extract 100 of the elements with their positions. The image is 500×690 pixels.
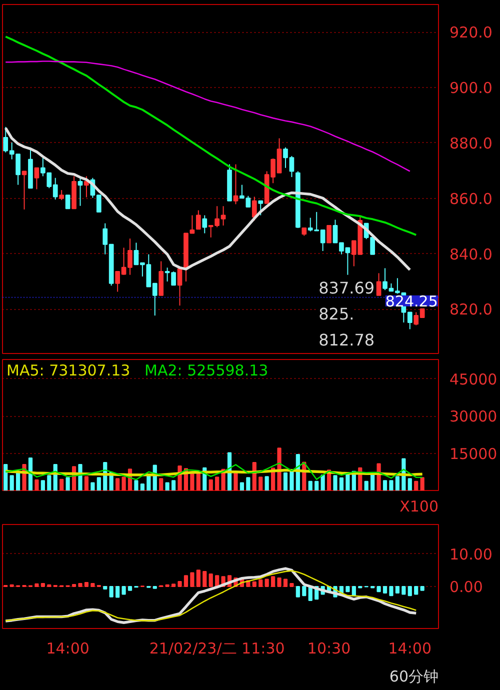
bar xyxy=(314,480,319,490)
bar xyxy=(252,581,256,587)
candlestick xyxy=(326,225,332,244)
line-series xyxy=(4,60,411,172)
bar xyxy=(28,458,33,490)
candlestick xyxy=(258,200,264,216)
bar xyxy=(408,478,412,490)
bar xyxy=(190,572,194,587)
bar xyxy=(208,479,213,490)
bar xyxy=(364,480,368,490)
bar xyxy=(116,586,120,598)
bar xyxy=(290,583,294,587)
bar xyxy=(40,480,45,490)
text: MA2: 525598.13 xyxy=(144,362,268,380)
annotation: 812.78 xyxy=(318,330,375,350)
bar xyxy=(258,579,263,587)
bar xyxy=(296,586,300,598)
bar xyxy=(240,482,244,490)
y-tick-label: 820.0 xyxy=(450,300,492,319)
candlestick xyxy=(376,272,382,296)
bar xyxy=(382,480,388,490)
y-tick-label: 880.0 xyxy=(450,134,492,152)
bar xyxy=(47,475,52,490)
bar xyxy=(122,586,126,595)
x-tick-label: 10:30 xyxy=(307,640,351,658)
bar xyxy=(258,476,263,490)
y-tick-label: 15000 xyxy=(450,444,498,463)
bar xyxy=(395,586,400,594)
bar xyxy=(34,479,39,490)
bar xyxy=(283,472,288,490)
bar xyxy=(346,473,350,490)
candlestick xyxy=(158,260,164,296)
bar xyxy=(302,586,306,596)
bar xyxy=(165,482,170,490)
annotation: 837.69 xyxy=(318,278,375,298)
bar xyxy=(122,476,126,490)
annotation: 825. xyxy=(318,304,354,324)
bar xyxy=(10,475,14,490)
bar xyxy=(382,586,388,594)
y-tick-label: 30000 xyxy=(450,408,498,426)
y-tick-label: 860.0 xyxy=(450,190,492,208)
bar xyxy=(196,472,200,490)
bar xyxy=(395,476,400,490)
bar xyxy=(420,586,424,591)
candlestick xyxy=(196,210,201,230)
bar xyxy=(184,575,188,587)
bar xyxy=(190,472,194,490)
bar xyxy=(414,480,418,490)
bar xyxy=(264,476,269,490)
text: 60分钟 xyxy=(389,668,439,686)
y-tick-label: 45000 xyxy=(450,370,498,388)
candlestick xyxy=(202,214,208,234)
bar xyxy=(208,574,213,587)
bar xyxy=(60,478,64,490)
bar xyxy=(389,480,394,490)
bar xyxy=(283,578,288,587)
bar xyxy=(178,581,182,587)
candlestick xyxy=(59,190,64,201)
bar xyxy=(420,477,424,490)
bar xyxy=(352,586,356,596)
line-series xyxy=(4,36,418,236)
bar xyxy=(16,472,20,490)
bar xyxy=(277,577,282,587)
bar xyxy=(146,475,151,490)
x-tick-label: 21/02/23/二 11:30 xyxy=(149,640,285,658)
bar xyxy=(320,474,325,490)
candlestick xyxy=(252,196,257,222)
y-tick-label: 0.00 xyxy=(450,578,483,596)
bar xyxy=(128,586,132,591)
bar xyxy=(402,586,406,595)
bar xyxy=(346,586,350,592)
bar xyxy=(159,478,164,490)
bar xyxy=(333,475,338,490)
y-tick-label: 10.00 xyxy=(450,545,492,564)
bar xyxy=(271,576,276,587)
bar xyxy=(389,586,394,596)
y-tick-label: 920.0 xyxy=(450,24,492,42)
candlestick xyxy=(233,164,238,205)
bar xyxy=(84,476,89,490)
bar xyxy=(308,480,312,490)
candlestick xyxy=(65,194,70,210)
bar xyxy=(90,482,95,490)
x-tick-label: 14:00 xyxy=(388,640,432,658)
bar xyxy=(90,583,95,587)
bar xyxy=(4,464,8,490)
bar xyxy=(408,586,412,596)
bar xyxy=(84,582,89,587)
bar xyxy=(134,480,138,490)
candlestick xyxy=(34,167,40,190)
x-tick-label: 14:00 xyxy=(46,640,90,658)
bar xyxy=(40,583,45,587)
ref-line-label: 824.25 xyxy=(385,292,438,310)
bar xyxy=(78,583,82,587)
text: X100 xyxy=(400,498,438,516)
y-tick-label: 840.0 xyxy=(450,245,492,264)
y-tick-label: 900.0 xyxy=(450,79,492,98)
bar xyxy=(215,476,220,490)
bar xyxy=(246,477,250,490)
bar xyxy=(171,584,176,587)
bar xyxy=(96,477,101,490)
